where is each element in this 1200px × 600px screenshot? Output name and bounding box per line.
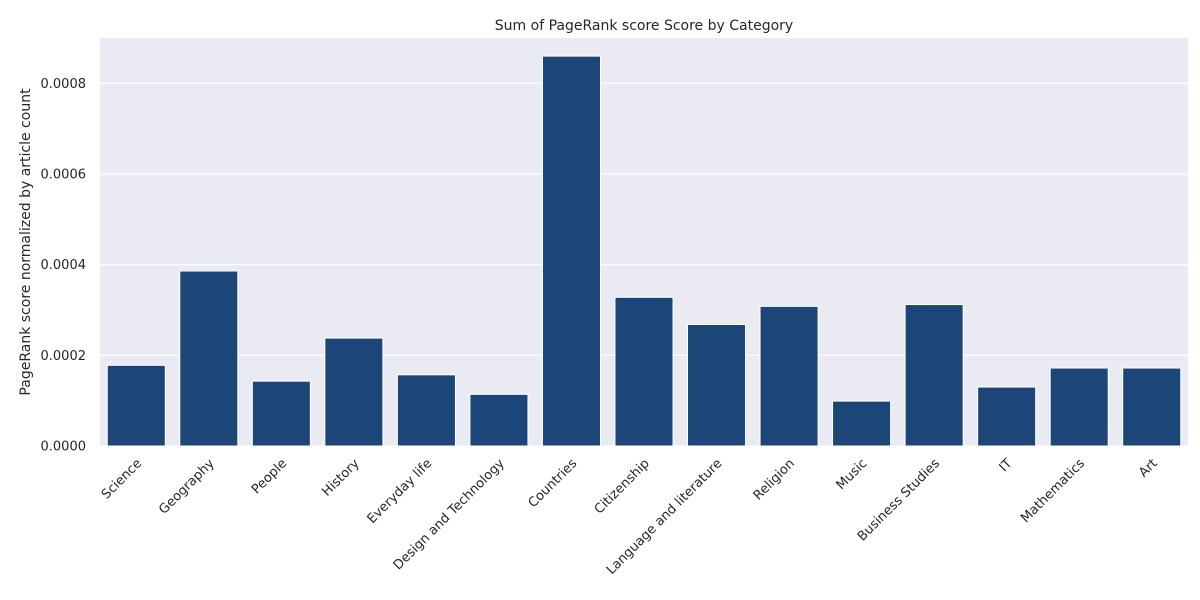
y-tick-labels: 0.0000 0.0002 0.0004 0.0006 0.0008: [41, 77, 87, 455]
bar-mathematics: [1049, 367, 1109, 447]
bar-countries: [541, 55, 601, 447]
chart-title: Sum of PageRank score Score by Category: [495, 18, 793, 34]
bar-people: [251, 380, 311, 447]
bar-citizenship: [614, 296, 674, 447]
bar-geography: [179, 270, 239, 447]
bar-it: [977, 386, 1037, 447]
y-tick-label: 0.0004: [41, 258, 87, 273]
bar-business-studies: [904, 304, 964, 447]
bar-history: [324, 337, 384, 447]
y-tick-label: 0.0006: [41, 168, 87, 183]
y-tick-label: 0.0000: [41, 440, 87, 455]
bar-everyday-life: [396, 374, 456, 447]
bar-design-and-technology: [469, 393, 529, 447]
y-tick-label: 0.0002: [41, 349, 87, 364]
bar-religion: [759, 305, 819, 447]
y-axis-label: PageRank score normalized by article cou…: [18, 88, 34, 396]
bar-language-and-literature: [687, 324, 747, 447]
bar-art: [1122, 367, 1182, 447]
bars: [106, 55, 1182, 447]
bar-music: [832, 400, 892, 447]
bar-science: [106, 364, 166, 447]
y-tick-label: 0.0008: [41, 77, 87, 92]
